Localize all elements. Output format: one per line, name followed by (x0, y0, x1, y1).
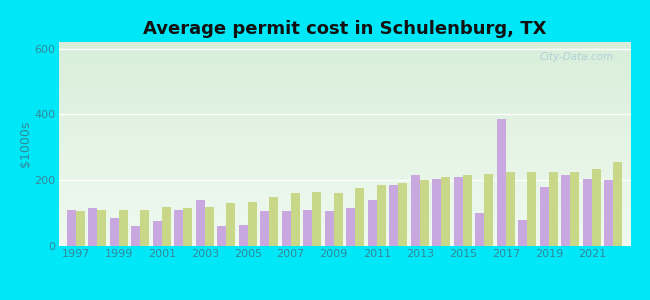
Bar (226, 203, 235, 246)
Bar (131, 226, 140, 246)
Bar (88, 208, 98, 246)
Legend: Schulenburg city, Texas average: Schulenburg city, Texas average (203, 297, 486, 300)
Bar (614, 162, 622, 246)
Bar (454, 177, 463, 246)
Bar (174, 210, 183, 246)
Text: City-Data.com: City-Data.com (540, 52, 614, 62)
Bar (291, 194, 300, 246)
Bar (325, 212, 333, 246)
Bar (140, 210, 150, 246)
Bar (346, 208, 356, 246)
Bar (162, 206, 171, 246)
Bar (497, 119, 506, 246)
Bar (248, 202, 257, 246)
Bar (389, 185, 398, 246)
Bar (119, 210, 128, 246)
Bar (411, 175, 420, 246)
Title: Average permit cost in Schulenburg, TX: Average permit cost in Schulenburg, TX (143, 20, 546, 38)
Bar (303, 210, 312, 246)
Bar (356, 188, 364, 246)
Bar (484, 174, 493, 246)
Bar (98, 210, 106, 246)
Bar (312, 192, 321, 246)
Bar (281, 212, 291, 246)
Bar (333, 194, 343, 246)
Bar (506, 172, 515, 246)
Bar (561, 175, 570, 246)
Bar (75, 212, 84, 246)
Bar (398, 184, 408, 246)
Bar (269, 196, 278, 246)
Bar (205, 206, 214, 246)
Bar (441, 177, 450, 246)
Bar (196, 200, 205, 246)
Bar (432, 178, 441, 246)
Bar (463, 175, 472, 246)
Bar (527, 172, 536, 246)
Bar (475, 213, 484, 246)
Bar (368, 200, 377, 246)
Bar (420, 180, 429, 246)
Y-axis label: $1000s: $1000s (19, 121, 32, 167)
Bar (67, 210, 75, 246)
Bar (183, 208, 192, 246)
Bar (153, 221, 162, 246)
Bar (604, 180, 614, 246)
Bar (592, 169, 601, 246)
Bar (540, 187, 549, 246)
Bar (239, 225, 248, 246)
Bar (518, 220, 527, 246)
Bar (217, 226, 226, 246)
Bar (110, 218, 119, 246)
Bar (377, 185, 386, 246)
Bar (260, 212, 269, 246)
Bar (570, 172, 579, 246)
Bar (549, 172, 558, 246)
Bar (583, 178, 592, 246)
